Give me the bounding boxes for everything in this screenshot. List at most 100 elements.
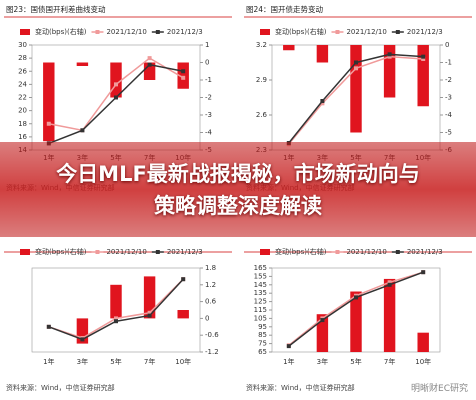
y-tick-label: 20 bbox=[18, 107, 27, 115]
y2-tick-label: -4 bbox=[205, 129, 213, 137]
point bbox=[387, 52, 392, 57]
x-tick-label: 1年 bbox=[43, 357, 54, 366]
legend-marker bbox=[95, 30, 100, 34]
legend-label: 2021/12/3 bbox=[167, 28, 203, 36]
legend-swatch bbox=[20, 29, 30, 35]
x-tick-label: 7年 bbox=[144, 357, 155, 366]
bar bbox=[350, 45, 362, 133]
legend-swatch bbox=[260, 249, 270, 255]
y2-tick-label: -3 bbox=[205, 111, 212, 119]
y2-tick-label: -0.6 bbox=[205, 331, 219, 339]
x-tick-label: 10年 bbox=[175, 357, 191, 366]
legend-label: 2021/12/3 bbox=[407, 248, 443, 256]
y2-tick-label: -1 bbox=[205, 76, 212, 84]
y2-tick-label: -4 bbox=[445, 111, 453, 119]
y-tick-label: 22 bbox=[18, 94, 27, 102]
y2-tick-label: 0.6 bbox=[205, 298, 217, 306]
point bbox=[114, 95, 118, 100]
legend-swatch bbox=[20, 249, 30, 255]
legend-label: 变动(bps)(右轴) bbox=[35, 247, 87, 256]
point bbox=[181, 75, 186, 80]
legend-marker bbox=[335, 30, 340, 34]
point bbox=[114, 316, 118, 321]
point bbox=[387, 54, 392, 59]
bar bbox=[143, 62, 156, 80]
y2-tick-label: -2 bbox=[205, 94, 212, 102]
y2-tick-label: 0 bbox=[205, 59, 209, 67]
point bbox=[387, 282, 392, 287]
bar bbox=[316, 314, 329, 352]
legend-marker bbox=[395, 30, 400, 34]
point bbox=[114, 319, 118, 324]
x-tick-label: 10年 bbox=[415, 357, 431, 366]
banner: 今日MLF最新战报揭秘，市场新动向与策略调整深度解读 bbox=[0, 142, 476, 237]
x-tick-label: 7年 bbox=[384, 357, 395, 366]
legend-marker bbox=[155, 250, 160, 254]
legend-marker bbox=[155, 30, 160, 34]
bar bbox=[76, 62, 89, 66]
point bbox=[147, 310, 152, 315]
y-tick-label: 28 bbox=[18, 54, 27, 62]
point bbox=[354, 295, 358, 300]
bar bbox=[76, 318, 89, 344]
point bbox=[387, 280, 392, 285]
y-tick-label: 135 bbox=[254, 289, 267, 297]
x-tick-label: 5年 bbox=[110, 357, 121, 366]
point bbox=[320, 99, 325, 103]
legend-label: 2021/12/3 bbox=[407, 28, 443, 36]
point bbox=[354, 66, 358, 71]
legend-label: 2021/12/3 bbox=[167, 248, 203, 256]
y2-tick-label: 0 bbox=[445, 41, 449, 49]
bar bbox=[110, 284, 122, 319]
x-tick-label: 3年 bbox=[317, 357, 328, 366]
point bbox=[320, 101, 325, 106]
y2-tick-label: 1.2 bbox=[205, 281, 216, 289]
y-tick-label: 115 bbox=[254, 306, 267, 314]
legend-marker bbox=[395, 250, 400, 254]
bar bbox=[417, 45, 429, 107]
y-tick-label: 2.9 bbox=[256, 76, 267, 84]
x-tick-label: 1年 bbox=[283, 357, 294, 366]
point bbox=[147, 313, 152, 318]
point bbox=[147, 62, 152, 67]
point bbox=[147, 56, 152, 61]
bar bbox=[177, 310, 189, 319]
y2-tick-label: 1.8 bbox=[205, 264, 216, 272]
y2-tick-label: -1.2 bbox=[205, 348, 219, 356]
point bbox=[421, 270, 426, 275]
bar bbox=[43, 62, 55, 142]
legend-label: 2021/12/10 bbox=[106, 248, 146, 256]
legend-label: 变动(bps)(右轴) bbox=[275, 27, 327, 36]
bar bbox=[350, 291, 362, 352]
point bbox=[46, 324, 51, 329]
legend-swatch bbox=[260, 29, 270, 35]
plot-frame bbox=[31, 267, 201, 353]
y2-tick-label: -3 bbox=[445, 94, 452, 102]
y2-tick-label: -5 bbox=[445, 129, 452, 137]
bar bbox=[383, 45, 396, 98]
banner-title: 今日MLF最新战报揭秘，市场新动向与策略调整深度解读 bbox=[56, 161, 420, 218]
y-tick-label: 105 bbox=[254, 314, 267, 322]
legend-marker bbox=[95, 250, 100, 254]
y-tick-label: 65 bbox=[258, 348, 267, 356]
y2-tick-label: 1 bbox=[205, 41, 209, 49]
y2-tick-label: -1 bbox=[445, 59, 452, 67]
point bbox=[354, 60, 358, 65]
watermark: 明晰财EC研究 bbox=[411, 384, 468, 394]
bar bbox=[143, 276, 156, 319]
y-tick-label: 125 bbox=[254, 298, 267, 306]
legend-label: 2021/12/10 bbox=[106, 28, 146, 36]
point bbox=[181, 69, 186, 74]
x-tick-label: 3年 bbox=[77, 357, 88, 366]
y-tick-label: 85 bbox=[258, 331, 267, 339]
point bbox=[80, 128, 85, 133]
y-tick-label: 2.6 bbox=[256, 111, 268, 119]
point bbox=[286, 344, 291, 349]
point bbox=[114, 82, 118, 87]
y2-tick-label: 0 bbox=[205, 314, 209, 322]
y2-tick-label: -2 bbox=[445, 76, 452, 84]
y-tick-label: 145 bbox=[254, 281, 267, 289]
legend-label: 2021/12/10 bbox=[346, 28, 386, 36]
